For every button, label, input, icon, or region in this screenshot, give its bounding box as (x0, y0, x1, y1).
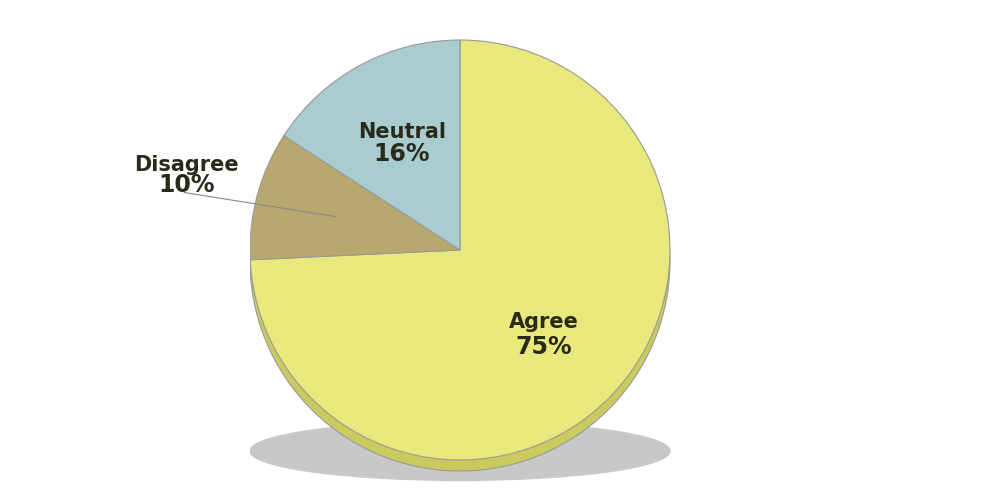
Text: Neutral: Neutral (358, 122, 446, 142)
Wedge shape (250, 51, 670, 471)
Wedge shape (250, 136, 460, 260)
Wedge shape (284, 51, 460, 261)
Text: Agree: Agree (509, 312, 578, 332)
Wedge shape (250, 40, 670, 460)
Wedge shape (284, 40, 460, 250)
Text: 10%: 10% (158, 172, 215, 197)
Wedge shape (250, 146, 460, 271)
Ellipse shape (250, 422, 670, 480)
Text: Disagree: Disagree (134, 154, 239, 174)
Text: 16%: 16% (374, 142, 430, 166)
Text: 75%: 75% (515, 335, 572, 359)
